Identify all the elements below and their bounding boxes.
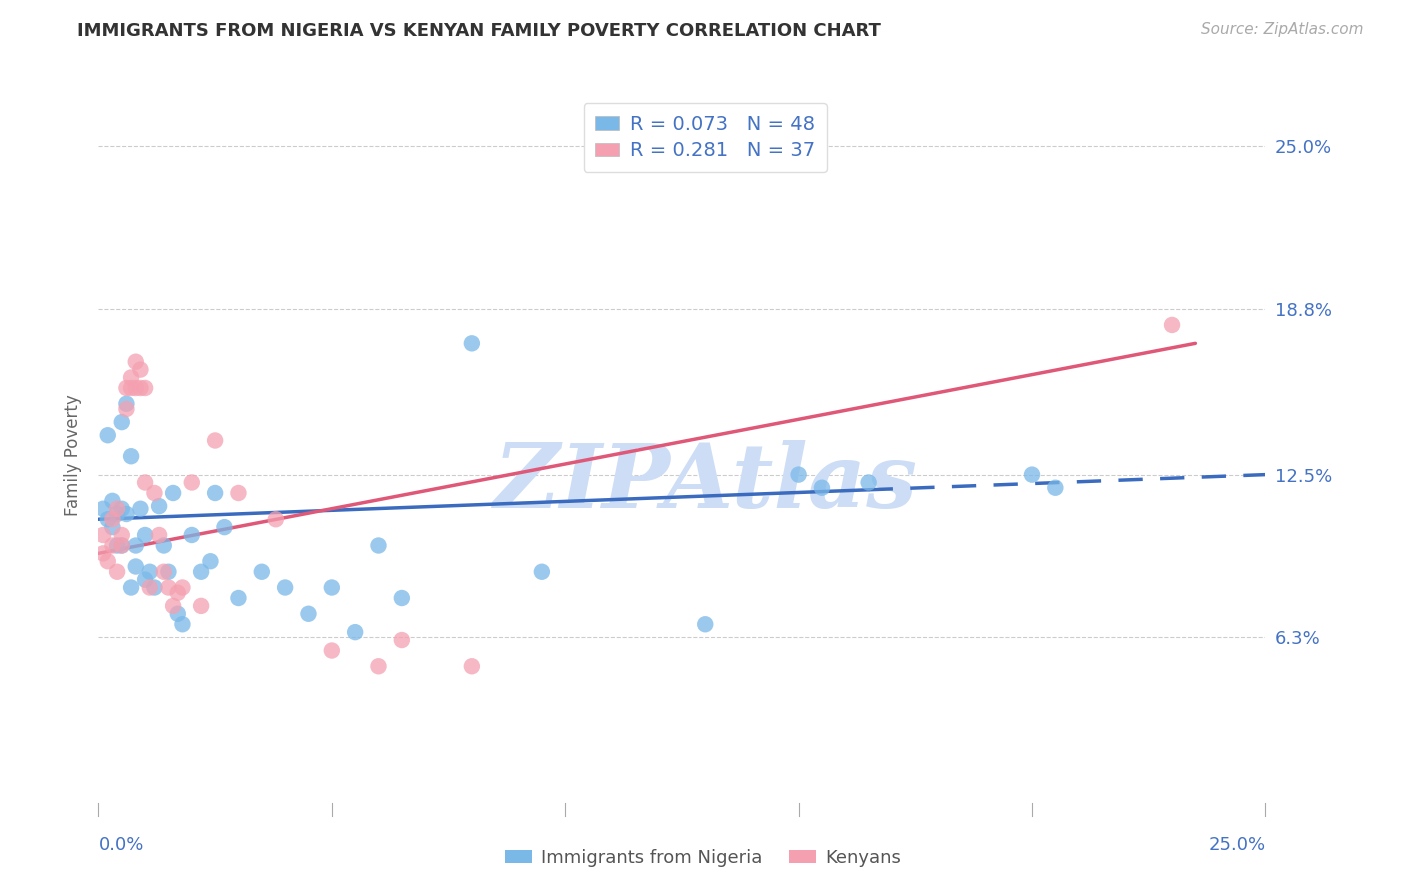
Point [172,581,194,595]
Point [91,501,114,516]
Text: 0.0%: 0.0% [98,836,143,854]
Point [129,362,152,376]
Point [180,528,202,542]
Point [97,428,120,442]
Point [274,581,297,595]
Point [101,512,124,526]
Point [214,520,236,534]
Point [530,565,553,579]
Point [115,401,138,416]
Point [180,475,202,490]
Point [367,539,389,553]
Point [787,467,810,482]
Point [172,617,194,632]
Point [134,381,156,395]
Point [1161,318,1184,332]
Point [190,599,212,613]
Point [91,528,114,542]
Point [134,475,156,490]
Point [148,499,170,513]
Point [344,625,367,640]
Point [120,381,142,395]
Point [297,607,319,621]
Point [97,512,120,526]
Point [97,554,120,568]
Point [115,397,138,411]
Point [204,486,226,500]
Point [115,507,138,521]
Text: IMMIGRANTS FROM NIGERIA VS KENYAN FAMILY POVERTY CORRELATION CHART: IMMIGRANTS FROM NIGERIA VS KENYAN FAMILY… [77,22,882,40]
Point [125,381,148,395]
Point [228,486,250,500]
Point [1045,481,1067,495]
Point [120,449,142,463]
Point [190,565,212,579]
Text: 25.0%: 25.0% [1208,836,1265,854]
Point [101,494,124,508]
Point [162,486,184,500]
Point [695,617,717,632]
Point [148,528,170,542]
Point [105,507,128,521]
Point [391,591,413,605]
Point [1021,467,1043,482]
Point [139,581,162,595]
Point [105,501,128,516]
Text: Source: ZipAtlas.com: Source: ZipAtlas.com [1201,22,1364,37]
Point [101,539,124,553]
Point [367,659,389,673]
Point [125,539,148,553]
Point [111,501,134,516]
Point [204,434,226,448]
Point [461,659,484,673]
Point [134,573,156,587]
Point [166,586,188,600]
Point [129,381,152,395]
Point [250,565,273,579]
Point [120,581,142,595]
Point [120,370,142,384]
Point [139,565,162,579]
Point [134,528,156,542]
Point [143,486,166,500]
Point [91,546,114,560]
Point [115,381,138,395]
Point [111,539,134,553]
Text: ZIPAtlas: ZIPAtlas [494,440,917,526]
Point [157,581,180,595]
Point [105,539,128,553]
Legend: R = 0.073   N = 48, R = 0.281   N = 37: R = 0.073 N = 48, R = 0.281 N = 37 [583,103,827,172]
Point [111,539,134,553]
Point [858,475,880,490]
Point [125,559,148,574]
Point [321,643,343,657]
Point [321,581,343,595]
Point [101,520,124,534]
Y-axis label: Family Poverty: Family Poverty [65,394,83,516]
Legend: Immigrants from Nigeria, Kenyans: Immigrants from Nigeria, Kenyans [498,842,908,874]
Point [111,528,134,542]
Point [461,336,484,351]
Point [264,512,287,526]
Point [143,581,166,595]
Point [166,607,188,621]
Point [157,565,180,579]
Point [129,501,152,516]
Point [105,565,128,579]
Point [125,355,148,369]
Point [152,539,174,553]
Point [228,591,250,605]
Point [811,481,834,495]
Point [200,554,222,568]
Point [391,633,413,648]
Point [152,565,174,579]
Point [111,415,134,429]
Point [162,599,184,613]
